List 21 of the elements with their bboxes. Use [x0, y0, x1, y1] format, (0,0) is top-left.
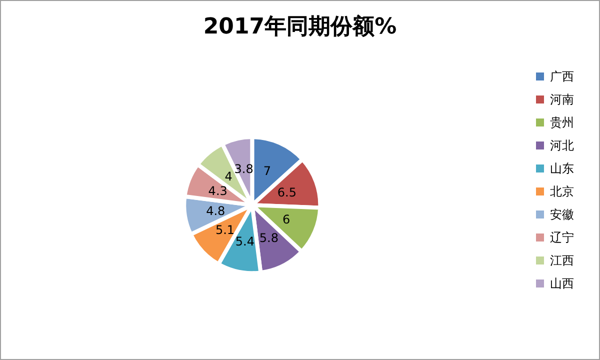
data-label: 5.1 [215, 223, 235, 238]
data-label: 5.8 [259, 231, 278, 246]
legend-label: 山西 [550, 276, 574, 290]
legend-label: 广西 [550, 70, 574, 84]
legend-label: 安徽 [550, 208, 574, 222]
data-label: 3.8 [234, 162, 254, 176]
data-label: 4.3 [208, 184, 228, 198]
legend-label: 北京 [550, 184, 574, 198]
data-label: 6 [282, 212, 290, 226]
chart-title: 2017年同期份额% [203, 14, 397, 40]
legend-label: 河北 [550, 138, 574, 152]
legend-label: 河南 [550, 92, 574, 106]
legend-label: 辽宁 [550, 230, 574, 244]
data-label: 6.5 [277, 185, 296, 200]
legend-label: 贵州 [550, 116, 574, 130]
data-label: 7 [263, 164, 271, 178]
data-label: 4 [224, 170, 232, 184]
legend-label: 山东 [550, 162, 574, 176]
data-label: 5.4 [235, 234, 254, 248]
legend-label: 江西 [550, 254, 574, 268]
data-label: 4.8 [206, 204, 226, 218]
